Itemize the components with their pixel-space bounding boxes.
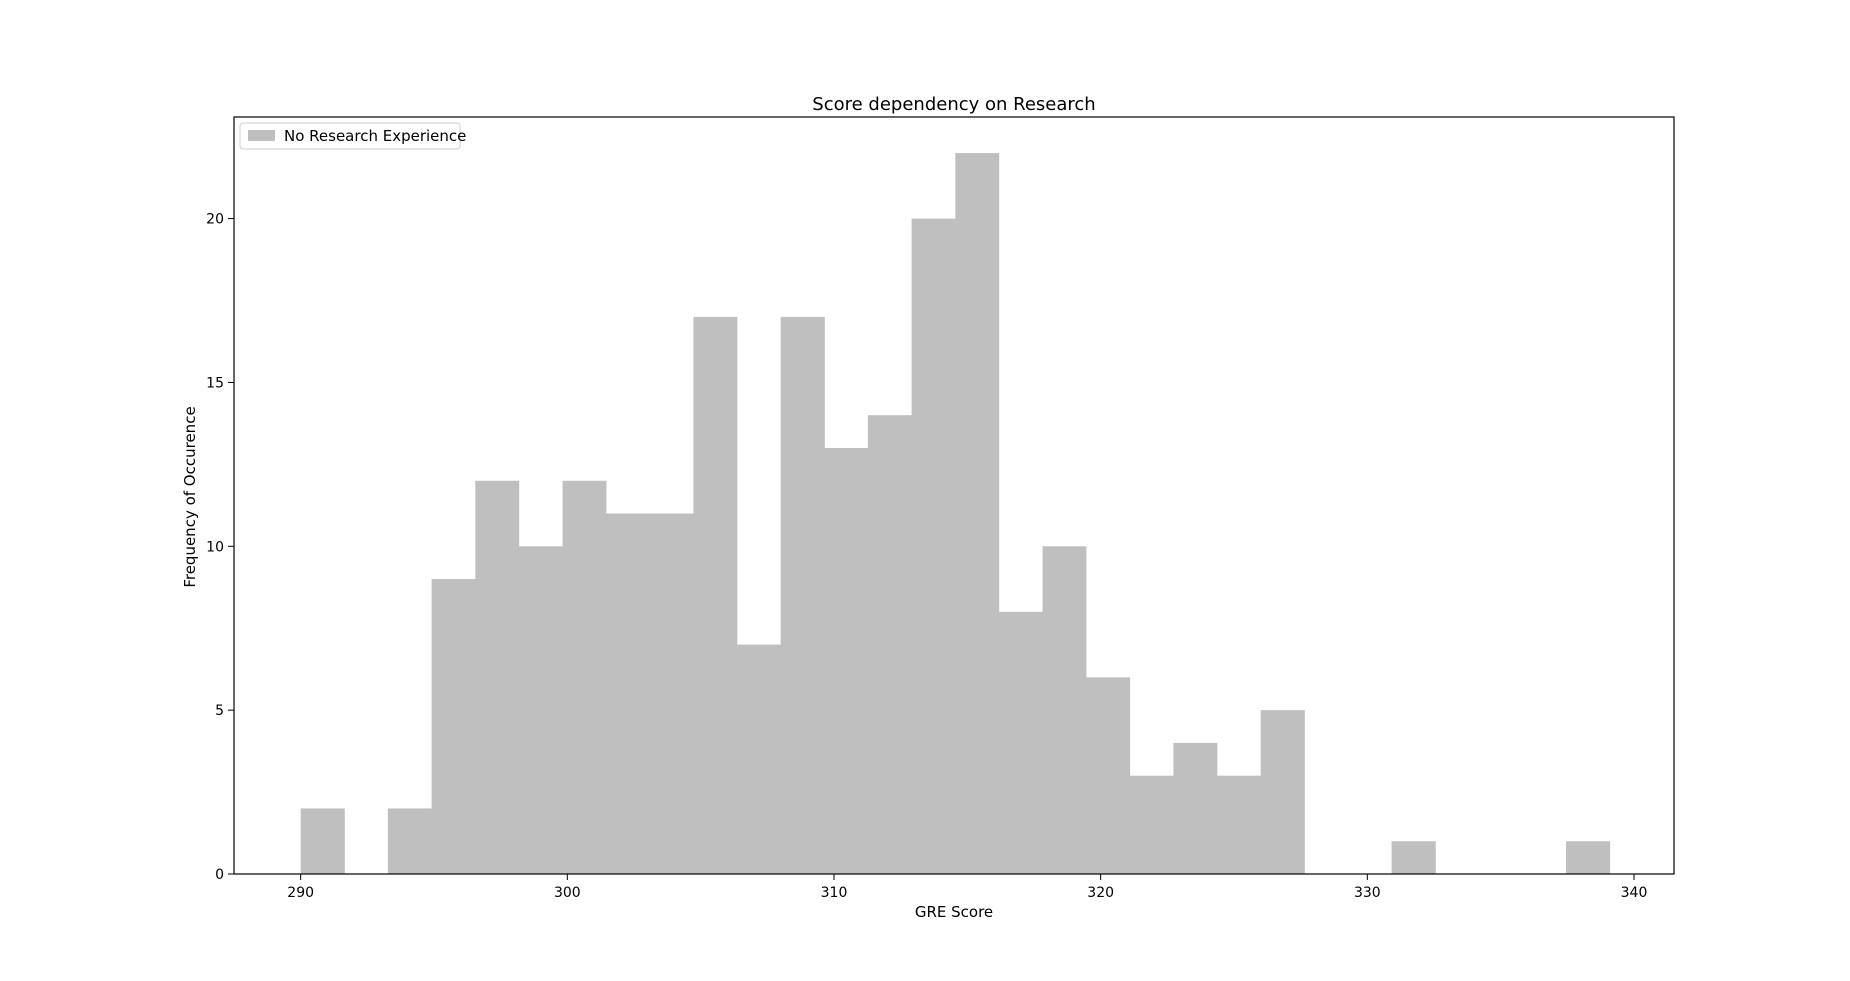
histogram-bar <box>1260 710 1305 874</box>
y-tick-label: 5 <box>215 703 224 719</box>
histogram-bar <box>867 415 912 874</box>
histogram-bars <box>300 153 1611 875</box>
histogram-bar <box>1042 546 1087 874</box>
y-axis-ticks: 0 5 10 15 20 <box>206 212 234 883</box>
chart-title: Score dependency on Research <box>812 94 1095 115</box>
x-axis-ticks: 290 300 310 320 330 340 <box>287 874 1647 901</box>
histogram-bar <box>693 316 738 874</box>
histogram-bar <box>998 611 1043 874</box>
histogram-bar <box>431 579 476 874</box>
x-tick-label: 320 <box>1087 885 1114 901</box>
y-tick-label: 15 <box>206 375 224 391</box>
histogram-bar <box>824 447 869 874</box>
histogram-bar <box>955 153 1000 875</box>
x-tick-label: 330 <box>1354 885 1381 901</box>
histogram-bar <box>1129 775 1174 874</box>
legend: No Research Experience <box>239 122 466 150</box>
x-tick-label: 300 <box>554 885 581 901</box>
legend-label: No Research Experience <box>284 127 466 145</box>
histogram-bar <box>736 644 782 874</box>
histogram-bar <box>562 480 607 874</box>
histogram-bar <box>518 546 563 874</box>
x-tick-label: 310 <box>821 885 848 901</box>
x-tick-label: 290 <box>287 885 314 901</box>
histogram-bar <box>649 513 694 874</box>
histogram-bar <box>911 218 956 875</box>
histogram-bar <box>606 513 651 874</box>
y-tick-label: 20 <box>206 212 224 228</box>
x-tick-label: 340 <box>1621 885 1648 901</box>
histogram-bar <box>1086 677 1131 874</box>
x-axis-label: GRE Score <box>915 903 993 921</box>
histogram-bar <box>1173 742 1218 874</box>
histogram-bar <box>300 808 345 874</box>
histogram-bar <box>780 316 825 874</box>
y-axis-label: Frequency of Occurence <box>181 406 199 587</box>
histogram-bar <box>387 808 432 874</box>
plot-frame <box>233 116 1675 875</box>
histogram-bar <box>1216 775 1262 874</box>
legend-swatch <box>248 130 275 141</box>
y-tick-label: 0 <box>215 867 224 883</box>
histogram-bar <box>1391 841 1436 874</box>
histogram-bar <box>1566 841 1611 874</box>
y-tick-label: 10 <box>206 539 224 555</box>
histogram-bar <box>475 480 520 874</box>
legend-box <box>239 122 461 150</box>
